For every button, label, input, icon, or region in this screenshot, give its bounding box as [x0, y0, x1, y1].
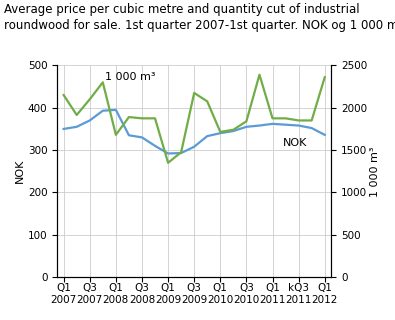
- Text: NOK: NOK: [283, 138, 307, 148]
- Y-axis label: 1 000 m³: 1 000 m³: [370, 146, 380, 196]
- Y-axis label: NOK: NOK: [15, 159, 25, 183]
- Text: Average price per cubic metre and quantity cut of industrial
roundwood for sale.: Average price per cubic metre and quanti…: [4, 3, 395, 32]
- Text: 1 000 m³: 1 000 m³: [105, 72, 156, 82]
